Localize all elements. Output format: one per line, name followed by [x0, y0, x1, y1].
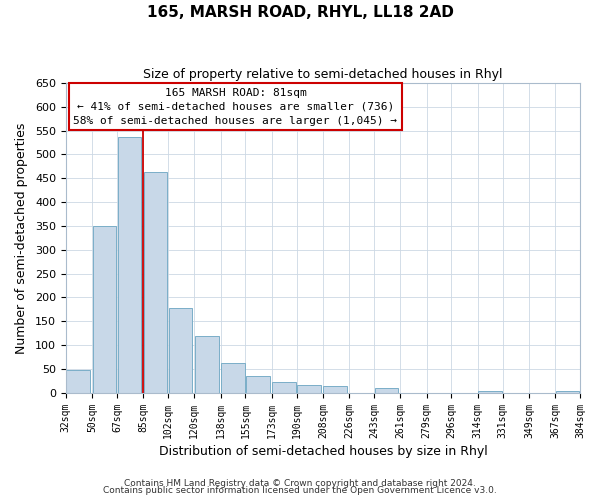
Text: 165, MARSH ROAD, RHYL, LL18 2AD: 165, MARSH ROAD, RHYL, LL18 2AD	[146, 5, 454, 20]
Bar	[374, 388, 398, 392]
Text: Contains HM Land Registry data © Crown copyright and database right 2024.: Contains HM Land Registry data © Crown c…	[124, 478, 476, 488]
Bar	[144, 172, 167, 392]
Y-axis label: Number of semi-detached properties: Number of semi-detached properties	[15, 122, 28, 354]
Bar	[272, 382, 296, 392]
Bar	[221, 363, 245, 392]
Text: 165 MARSH ROAD: 81sqm
← 41% of semi-detached houses are smaller (736)
58% of sem: 165 MARSH ROAD: 81sqm ← 41% of semi-deta…	[73, 88, 397, 126]
Bar	[169, 308, 192, 392]
Bar	[323, 386, 347, 392]
X-axis label: Distribution of semi-detached houses by size in Rhyl: Distribution of semi-detached houses by …	[158, 444, 487, 458]
Bar	[478, 391, 502, 392]
Text: Contains public sector information licensed under the Open Government Licence v3: Contains public sector information licen…	[103, 486, 497, 495]
Title: Size of property relative to semi-detached houses in Rhyl: Size of property relative to semi-detach…	[143, 68, 503, 80]
Bar	[67, 370, 90, 392]
Bar	[246, 376, 270, 392]
Bar	[118, 137, 141, 392]
Bar	[92, 226, 116, 392]
Bar	[195, 336, 218, 392]
Bar	[556, 390, 580, 392]
Bar	[297, 385, 321, 392]
